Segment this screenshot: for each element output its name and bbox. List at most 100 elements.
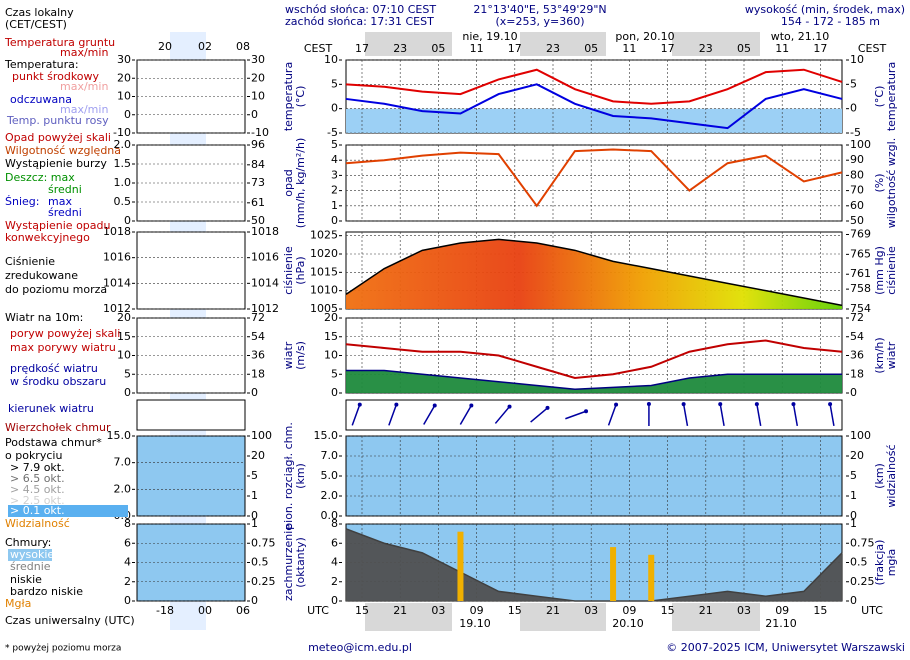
- elevation: 154 - 172 - 185 m: [781, 15, 880, 28]
- tz: CEST: [858, 42, 887, 55]
- tick-label: 61: [251, 196, 265, 209]
- tick-label: 10: [324, 349, 338, 362]
- tick-label: 5: [331, 367, 338, 380]
- tick-label: 5.0: [321, 469, 339, 482]
- legend-label: > 2.5 okt.: [10, 494, 65, 507]
- tick-label: 18: [850, 367, 864, 380]
- tick-label: 0.0: [321, 509, 339, 522]
- night-band: [520, 603, 606, 631]
- wind-arrow-head: [584, 409, 589, 414]
- axis-title: (°C): [294, 86, 307, 108]
- tick-label: 15: [117, 330, 131, 343]
- tick-label: 50: [251, 214, 265, 227]
- legend-bg: [8, 505, 128, 517]
- legend-label: średnie: [10, 560, 51, 573]
- tick-label: 20: [117, 71, 131, 84]
- tick-label: 8: [331, 517, 338, 530]
- legend-label: > 6.5 okt.: [10, 472, 65, 485]
- wind-arrow-head: [681, 402, 686, 407]
- time-label-bottom: 09: [622, 604, 636, 617]
- tick-label: 1: [331, 199, 338, 212]
- coords: 21°13'40"E, 53°49'29"N: [473, 3, 606, 16]
- tick-label: 0.75: [251, 536, 276, 549]
- legend-label: punkt środkowy: [12, 70, 100, 83]
- wind-arrow: [351, 404, 361, 426]
- tick-label: 5: [124, 367, 131, 380]
- fog-bar: [610, 547, 617, 601]
- legend-label: Deszcz: max: [5, 171, 75, 184]
- tick-label: 5: [331, 138, 338, 151]
- axis-title: wiatr: [282, 341, 295, 369]
- legend-label: (CET/CEST): [5, 18, 67, 31]
- tick-label: 2: [331, 184, 338, 197]
- tick-label: 0: [331, 102, 338, 115]
- legend-label: odczuwana: [10, 93, 72, 106]
- tick-label: 5: [331, 77, 338, 90]
- tick-label: 73: [251, 176, 265, 189]
- tick-label: 1015: [310, 265, 338, 278]
- tick-label: 769: [850, 227, 871, 240]
- mini-time-top: 20: [158, 40, 172, 53]
- tick-label: 8: [124, 517, 131, 530]
- tick-label: 2.0: [114, 482, 132, 495]
- time-label-top: 11: [470, 42, 484, 55]
- legend-label: Wystąpienie opadu: [5, 219, 110, 232]
- tick-label: 4: [331, 556, 338, 569]
- axis-title: (m/s): [294, 341, 307, 370]
- tick-label: 10: [251, 90, 265, 103]
- tick-label: 0.5: [251, 556, 269, 569]
- mini-time-bottom: 00: [198, 604, 212, 617]
- time-label-top: 11: [622, 42, 636, 55]
- legend-label: Temperatura gruntu: [4, 36, 115, 49]
- line: [346, 369, 842, 391]
- wind-arrow: [792, 404, 799, 426]
- mini-time-top: 02: [198, 40, 212, 53]
- legend-label: Wiatr na 10m:: [5, 311, 83, 324]
- line: [345, 238, 843, 307]
- wind-arrow-head: [507, 404, 512, 409]
- tz: UTC: [307, 604, 329, 617]
- wind-dir-panel: [345, 399, 843, 431]
- axis-title: ciśnienie: [282, 246, 295, 295]
- fog-bar: [457, 531, 464, 601]
- wind-arrow-head: [614, 402, 619, 407]
- legend-label: Chmury:: [5, 536, 51, 549]
- wind-arrow-head: [432, 403, 437, 408]
- tick-label: 1: [850, 517, 857, 530]
- tick-label: -10: [251, 126, 269, 139]
- time-label-bottom: 03: [431, 604, 445, 617]
- area: [346, 528, 842, 601]
- legend-label: niskie: [10, 573, 42, 586]
- time-label-top: 05: [431, 42, 445, 55]
- time-label-bottom: 21: [699, 604, 713, 617]
- tick-label: 70: [850, 184, 864, 197]
- tick-label: 4: [331, 153, 338, 166]
- tz: UTC: [861, 604, 883, 617]
- legend-label: Czas uniwersalny (UTC): [5, 614, 135, 627]
- wind-arrow: [565, 410, 587, 420]
- wind-arrow-head: [754, 402, 759, 407]
- tick-label: 100: [850, 429, 871, 442]
- line: [345, 339, 843, 380]
- wind-arrow: [494, 406, 511, 424]
- area: [346, 239, 842, 309]
- legend-label: konwekcyjnego: [5, 231, 90, 244]
- axis-title: (frakcja): [873, 540, 886, 586]
- legend-label: Śnieg:: [5, 195, 39, 208]
- tick-label: 50: [850, 214, 864, 227]
- frost-zone: [346, 108, 842, 133]
- tick-label: 15: [324, 330, 338, 343]
- wind-arrow-head: [718, 402, 723, 407]
- line: [345, 148, 843, 208]
- day-label: pon, 20.10: [615, 30, 674, 43]
- tick-label: 6: [124, 536, 131, 549]
- night-band: [672, 603, 760, 631]
- tick-label: 0: [850, 102, 857, 115]
- tick-label: 0.5: [114, 195, 132, 208]
- time-label-top: 05: [584, 42, 598, 55]
- sunset: zachód słońca: 17:31 CEST: [285, 15, 434, 28]
- tick-label: 10: [324, 53, 338, 66]
- legend-label: Podstawa chmur*: [5, 436, 102, 449]
- axis-title: temperatura: [282, 62, 295, 131]
- time-label-top: 17: [355, 42, 369, 55]
